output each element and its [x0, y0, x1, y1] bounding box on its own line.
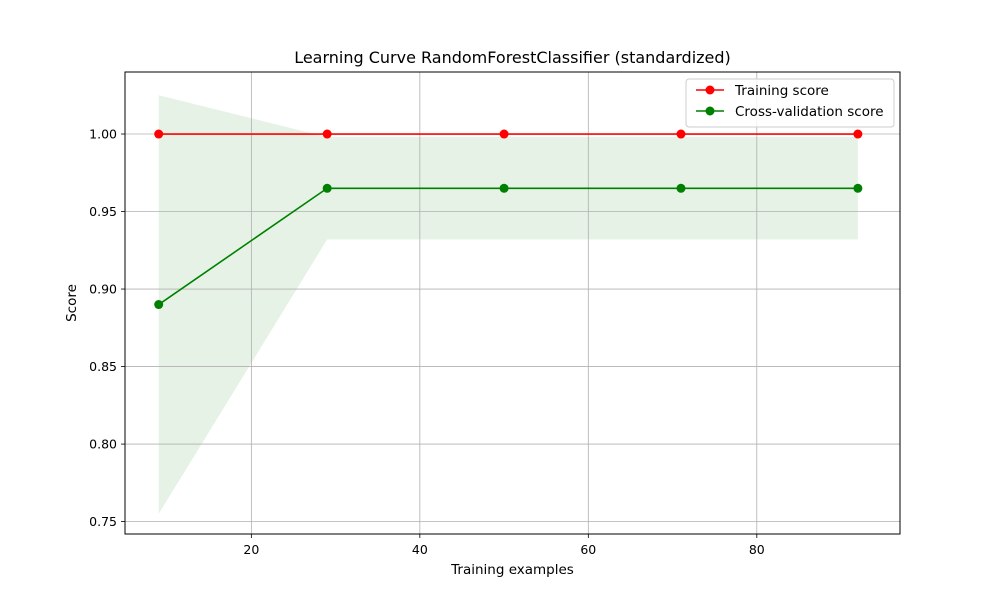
legend-training-label: Training score [734, 83, 829, 99]
confidence-bands [158, 95, 858, 514]
y-tick-label-0: 0.75 [89, 514, 117, 529]
series-0-point-0 [154, 129, 164, 139]
plot-frame [124, 71, 901, 535]
y-tick-label-2: 0.85 [89, 359, 117, 374]
series-1-point-2 [499, 183, 509, 193]
x-axis-label: Training examples [450, 562, 574, 578]
series-1-point-4 [853, 183, 863, 193]
series-0-point-3 [676, 129, 686, 139]
y-tick-label-5: 1.00 [89, 127, 117, 142]
series-1-point-3 [676, 183, 686, 193]
legend-box [685, 78, 895, 128]
band-series-1 [158, 95, 858, 514]
y-tick-label-1: 0.80 [89, 437, 117, 452]
series-0-point-1 [322, 129, 332, 139]
x-tick-label-2: 60 [580, 542, 596, 557]
series-1-point-1 [322, 183, 332, 193]
legend-cv-marker [705, 106, 715, 116]
legend-cv-label: Cross-validation score [735, 104, 884, 120]
x-tick-label-1: 40 [412, 542, 428, 557]
y-tick-label-3: 0.90 [89, 282, 117, 297]
legend-training-marker [705, 85, 715, 95]
series-lines [154, 129, 863, 310]
y-tick-label-4: 0.95 [89, 204, 117, 219]
series-0-point-2 [499, 129, 509, 139]
chart-title: Learning Curve RandomForestClassifier (s… [294, 48, 731, 67]
series-1-point-0 [154, 300, 164, 310]
x-tick-label-3: 80 [749, 542, 765, 557]
x-tick-label-0: 20 [243, 542, 259, 557]
series-0-point-4 [853, 129, 863, 139]
legend: Training score Cross-validation score [685, 78, 895, 128]
x-axis-ticks: 20 40 60 80 [243, 534, 765, 557]
y-axis-ticks: 0.75 0.80 0.85 0.90 0.95 1.00 [89, 127, 125, 529]
y-axis-label: Score [64, 284, 80, 322]
